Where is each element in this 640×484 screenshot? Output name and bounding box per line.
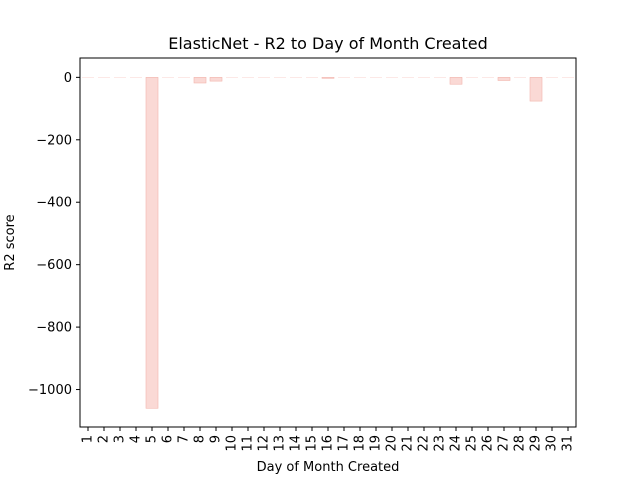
bar-day-14 <box>290 77 302 78</box>
bar-day-3 <box>114 77 126 78</box>
bar-day-20 <box>386 77 398 78</box>
bar-day-24 <box>449 77 463 85</box>
x-tick-label: 3 <box>113 435 128 443</box>
y-axis-ticks: 0 −200 −400 −600 −800 −1000 <box>28 71 80 398</box>
x-tick-label: 29 <box>529 435 544 452</box>
bar-day-21 <box>402 77 414 78</box>
bar-day-15 <box>306 77 318 78</box>
chart-title: ElasticNet - R2 to Day of Month Created <box>168 34 488 53</box>
bar-day-2 <box>98 77 110 78</box>
x-tick-label: 16 <box>321 435 336 452</box>
bar-day-25 <box>466 77 478 78</box>
x-tick-label: 18 <box>353 435 368 452</box>
bar-day-23 <box>434 77 446 78</box>
x-tick-label: 10 <box>225 435 240 452</box>
bar-day-13 <box>274 77 286 78</box>
bar-day-31 <box>562 77 574 78</box>
bar-day-26 <box>482 77 494 78</box>
y-tick-label: 0 <box>64 71 72 86</box>
y-tick-label: −400 <box>36 196 72 211</box>
x-tick-label: 12 <box>257 435 272 452</box>
bar-day-10 <box>226 77 238 78</box>
x-tick-label: 27 <box>497 435 512 452</box>
x-tick-label: 11 <box>241 435 256 452</box>
bar-day-11 <box>242 77 254 78</box>
x-axis-ticks: 1 2 3 4 5 6 7 8 9 10 11 12 13 14 15 16 17 18 19 20 21 22 23 24 2… <box>81 427 576 452</box>
y-tick-label: −200 <box>36 133 72 148</box>
y-tick-label: −600 <box>36 258 72 273</box>
y-axis-label: R2 score <box>3 214 18 270</box>
bar-day-18 <box>354 77 366 78</box>
x-axis-label: Day of Month Created <box>257 460 400 475</box>
x-tick-label: 15 <box>305 435 320 452</box>
bar-day-1 <box>82 77 94 78</box>
bar-day-6 <box>162 77 174 78</box>
x-tick-label: 19 <box>369 435 384 452</box>
x-tick-label: 4 <box>129 435 144 443</box>
bar-day-27 <box>497 77 511 81</box>
x-tick-label: 23 <box>433 435 448 452</box>
bar-day-7 <box>178 77 190 78</box>
bar-day-22 <box>418 77 430 78</box>
x-tick-label: 8 <box>193 435 208 443</box>
x-tick-label: 5 <box>145 435 160 443</box>
bars-layer <box>82 77 574 409</box>
x-tick-label: 9 <box>209 435 224 443</box>
bar-day-4 <box>130 77 142 78</box>
x-tick-label: 28 <box>513 435 528 452</box>
x-tick-label: 31 <box>561 435 576 452</box>
x-tick-label: 25 <box>465 435 480 452</box>
bar-day-16 <box>321 77 335 79</box>
x-tick-label: 22 <box>417 435 432 452</box>
x-tick-label: 7 <box>177 435 192 443</box>
x-tick-label: 17 <box>337 435 352 452</box>
x-tick-label: 21 <box>401 435 416 452</box>
bar-day-5 <box>145 77 159 409</box>
x-tick-label: 20 <box>385 435 400 452</box>
x-tick-label: 13 <box>273 435 288 452</box>
bar-day-19 <box>370 77 382 78</box>
x-tick-label: 6 <box>161 435 176 443</box>
bar-day-29 <box>529 77 543 102</box>
x-tick-label: 24 <box>449 435 464 452</box>
bar-day-28 <box>514 77 526 78</box>
x-tick-label: 26 <box>481 435 496 452</box>
plot-frame <box>79 57 577 428</box>
y-tick-label: −1000 <box>28 383 72 398</box>
bar-day-8 <box>193 77 207 84</box>
bar-day-12 <box>258 77 270 78</box>
x-tick-label: 1 <box>81 435 96 443</box>
x-tick-label: 2 <box>97 435 112 443</box>
bar-day-9 <box>209 77 223 82</box>
x-tick-label: 30 <box>545 435 560 452</box>
bar-day-30 <box>546 77 558 78</box>
y-tick-label: −800 <box>36 321 72 336</box>
x-tick-label: 14 <box>289 435 304 452</box>
bar-day-17 <box>338 77 350 78</box>
